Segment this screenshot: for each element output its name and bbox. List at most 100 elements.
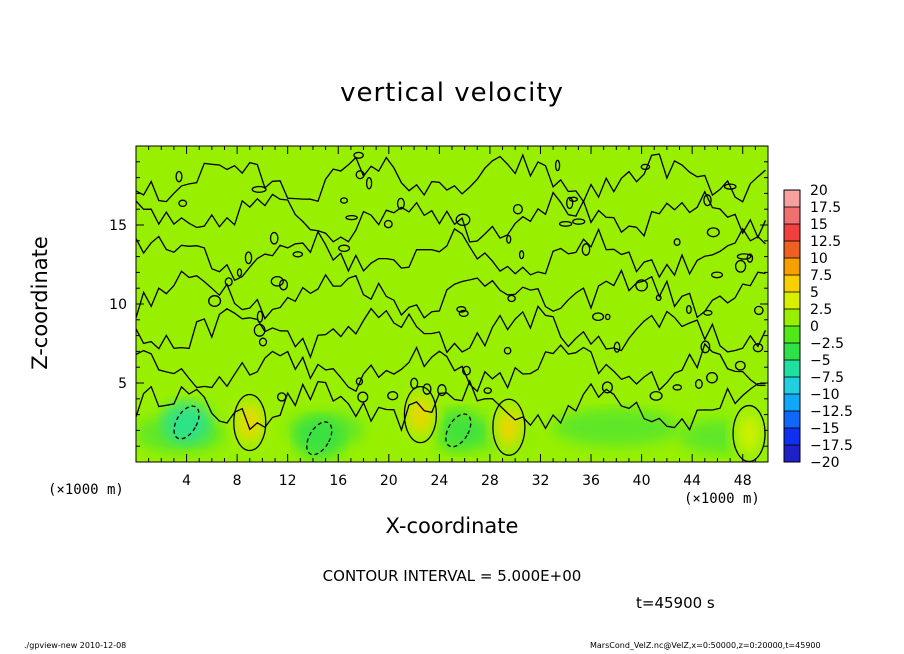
contour-blob bbox=[734, 259, 747, 273]
updraft-inner bbox=[738, 415, 761, 452]
chart-title: vertical velocity bbox=[340, 78, 564, 108]
contour-lines bbox=[136, 151, 767, 462]
colorbar-label: 20 bbox=[810, 183, 828, 199]
contour-blob bbox=[292, 251, 304, 258]
contour-blob bbox=[706, 371, 718, 384]
colorbar-swatch bbox=[784, 258, 800, 275]
colorbar-label: 5 bbox=[810, 285, 819, 301]
colorbar-swatch bbox=[784, 292, 800, 309]
contour-blob bbox=[572, 218, 586, 225]
contour-blob bbox=[568, 196, 579, 202]
colorbar-label: −12.5 bbox=[810, 404, 853, 420]
contour-blob bbox=[649, 390, 663, 401]
footer-left: ./gpview-new 2010-12-08 bbox=[24, 641, 127, 650]
y-tick-label: 15 bbox=[109, 218, 127, 234]
contour-line bbox=[136, 342, 766, 393]
x-tick-label: 28 bbox=[481, 473, 499, 489]
footer-right: MarsCond_VelZ.nc@VelZ,x=0:50000,z=0:2000… bbox=[590, 641, 821, 650]
colorbar-swatch bbox=[784, 275, 800, 292]
colorbar: 2017.51512.5107.552.50−2.5−5−7.5−10−12.5… bbox=[783, 183, 853, 471]
y-tick-label: 10 bbox=[109, 297, 127, 313]
downdraft-fill bbox=[162, 400, 211, 445]
contour-blob bbox=[640, 163, 651, 171]
contour-blob bbox=[685, 304, 692, 315]
colorbar-label: −5 bbox=[810, 353, 831, 369]
colorbar-swatch bbox=[784, 428, 800, 445]
field-layer bbox=[136, 146, 768, 462]
updraft-inner bbox=[497, 409, 520, 446]
contour-blob bbox=[208, 295, 222, 307]
x-tick-label: 16 bbox=[329, 473, 347, 489]
updraft-contour bbox=[403, 385, 438, 444]
contour-blob bbox=[736, 253, 752, 260]
colorbar-swatch bbox=[784, 360, 800, 377]
contour-line bbox=[136, 153, 766, 203]
updraft-core bbox=[400, 382, 441, 447]
contour-blob bbox=[236, 268, 243, 277]
colorbar-swatch bbox=[784, 411, 800, 428]
colorbar-swatch bbox=[784, 190, 800, 207]
contour-blob bbox=[723, 183, 737, 190]
contour-blob bbox=[251, 185, 267, 193]
contour-line bbox=[136, 190, 767, 243]
contour-blob bbox=[554, 159, 561, 172]
updraft-contour bbox=[492, 398, 526, 456]
x-tick-label: 40 bbox=[633, 473, 651, 489]
colorbar-swatch bbox=[784, 343, 800, 360]
x-tick-label: 48 bbox=[734, 473, 752, 489]
contour-blob bbox=[338, 244, 351, 253]
x-tick-label: 20 bbox=[380, 473, 398, 489]
x-tick-label: 32 bbox=[532, 473, 550, 489]
contour-blob bbox=[506, 234, 512, 244]
contour-blob bbox=[703, 194, 712, 207]
contour-blob bbox=[746, 253, 754, 263]
time-annotation: t=45900 s bbox=[636, 594, 715, 612]
x-tick-label: 44 bbox=[683, 473, 701, 489]
x-unit-label-right: (×1000 m) bbox=[684, 491, 760, 507]
contour-blob bbox=[270, 275, 284, 287]
contour-blob bbox=[357, 391, 369, 403]
contour-blob bbox=[592, 312, 605, 322]
contour-line bbox=[136, 304, 767, 359]
contour-blob bbox=[655, 294, 662, 302]
contour-blob bbox=[752, 343, 764, 353]
contour-blob bbox=[175, 170, 183, 183]
contour-line bbox=[136, 268, 766, 320]
x-tick-label: 24 bbox=[430, 473, 448, 489]
colorbar-swatch bbox=[784, 241, 800, 258]
downdraft-contour bbox=[445, 413, 472, 448]
colorbar-label: 2.5 bbox=[810, 302, 832, 318]
contour-blob bbox=[483, 387, 492, 394]
colorbar-swatch bbox=[784, 224, 800, 241]
colorbar-label: 17.5 bbox=[810, 200, 841, 216]
x-axis-label: X-coordinate bbox=[385, 514, 519, 538]
contour-blob bbox=[224, 277, 233, 287]
contour-blob bbox=[700, 340, 711, 354]
contour-blob bbox=[673, 238, 681, 247]
contour-blob bbox=[753, 305, 764, 316]
contour-blob bbox=[604, 313, 611, 321]
updraft-core bbox=[229, 390, 270, 455]
colorbar-label: 0 bbox=[810, 319, 819, 335]
downdraft-contour bbox=[306, 421, 333, 456]
contour-blob bbox=[518, 250, 525, 260]
contour-interval-text: CONTOUR INTERVAL = 5.000E+00 bbox=[322, 567, 582, 585]
contour-blob bbox=[512, 203, 523, 215]
surface-band-patch bbox=[553, 408, 680, 447]
contour-blob bbox=[355, 170, 365, 180]
contour-blob bbox=[613, 341, 621, 353]
x-tick-label: 36 bbox=[582, 473, 600, 489]
contour-blob bbox=[244, 251, 253, 265]
contour-blob bbox=[734, 360, 746, 371]
contour-blob bbox=[507, 294, 516, 303]
plot-area bbox=[135, 145, 769, 463]
colorbar-swatch bbox=[784, 207, 800, 224]
downdraft-region bbox=[434, 408, 483, 453]
contour-blob bbox=[365, 176, 373, 190]
colorbar-label: −20 bbox=[810, 455, 840, 471]
updraft-core bbox=[488, 395, 529, 460]
contour-blob bbox=[458, 309, 469, 318]
contour-blob bbox=[558, 220, 573, 227]
contour-blob bbox=[355, 377, 364, 386]
